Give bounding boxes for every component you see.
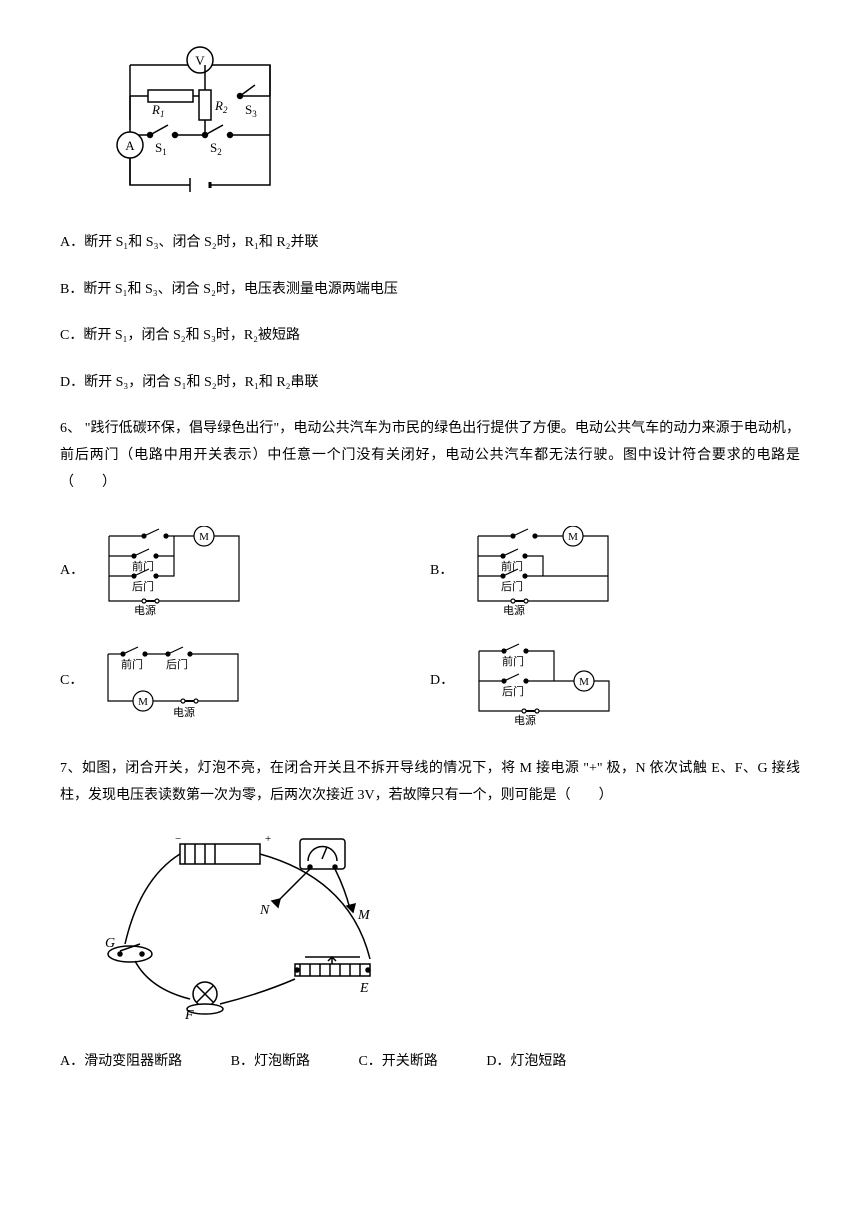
- q7-option-b: B．灯泡断路: [231, 1049, 310, 1076]
- q7-option-a: A．滑动变阻器断路: [60, 1049, 182, 1076]
- svg-text:S3: S3: [245, 102, 257, 119]
- circuit-svg: V R1 R2 S3 S1: [100, 40, 300, 210]
- q7-circuit-diagram: − + N M G: [100, 829, 400, 1029]
- q6-option-a: A． M 前门 后门: [60, 526, 430, 616]
- svg-text:M: M: [199, 531, 209, 543]
- svg-text:电源: 电源: [173, 705, 195, 719]
- q5-option-b: B．断开 S₁和 S₃、闭合 S₂时，电压表测量电源两端电压: [60, 277, 800, 304]
- q5-circuit-diagram: V R1 R2 S3 S1: [100, 40, 300, 210]
- q7-option-c: C．开关断路: [358, 1049, 437, 1076]
- svg-text:M: M: [138, 696, 148, 708]
- svg-text:后门: 后门: [501, 579, 523, 593]
- q7-option-d: D．灯泡短路: [486, 1049, 566, 1076]
- svg-text:后门: 后门: [166, 657, 188, 671]
- svg-text:S2: S2: [210, 140, 222, 157]
- q6-option-d: D． 前门 后门 M 电源: [430, 636, 800, 726]
- option-b-letter: B．: [430, 558, 453, 585]
- svg-text:前门: 前门: [502, 654, 524, 668]
- q7-svg: − + N M G: [100, 829, 400, 1029]
- q5-option-c: C．断开 S₁，闭合 S₂和 S₃时，R₂被短路: [60, 323, 800, 350]
- svg-text:S1: S1: [155, 140, 167, 157]
- q7-text: 7、如图，闭合开关，灯泡不亮，在闭合开关且不拆开导线的情况下，将 M 接电源 "…: [60, 756, 800, 809]
- svg-text:后门: 后门: [502, 684, 524, 698]
- svg-text:电源: 电源: [503, 603, 525, 616]
- svg-text:电源: 电源: [514, 713, 536, 726]
- option-a-letter: A．: [60, 558, 84, 585]
- svg-text:N: N: [259, 903, 270, 918]
- svg-text:后门: 后门: [132, 579, 154, 593]
- q6-option-c: C． 前门 后门 M 电源: [60, 636, 430, 726]
- q7-options: A．滑动变阻器断路 B．灯泡断路 C．开关断路 D．灯泡短路: [60, 1049, 800, 1076]
- svg-text:前门: 前门: [121, 657, 143, 671]
- svg-text:F: F: [184, 1008, 194, 1023]
- option-c-letter: C．: [60, 668, 83, 695]
- q5-option-d: D．断开 S₃，闭合 S₁和 S₂时，R₁和 R₂串联: [60, 370, 800, 397]
- circuit-d-svg: 前门 后门 M 电源: [464, 636, 624, 726]
- svg-text:+: +: [265, 833, 271, 845]
- svg-text:M: M: [568, 531, 578, 543]
- svg-text:M: M: [357, 908, 371, 923]
- svg-text:R2: R2: [214, 98, 228, 115]
- q6-text: 6、 "践行低碳环保，倡导绿色出行"，电动公共汽车为市民的绿色出行提供了方便。电…: [60, 416, 800, 496]
- option-d-letter: D．: [430, 668, 454, 695]
- svg-text:M: M: [579, 676, 589, 688]
- q6-options: A． M 前门 后门: [60, 516, 800, 736]
- q5-option-a: A．断开 S₁和 S₃、闭合 S₂时，R₁和 R₂并联: [60, 230, 800, 257]
- svg-text:E: E: [359, 981, 369, 996]
- circuit-a-svg: M 前门 后门 电源: [94, 526, 254, 616]
- svg-text:V: V: [195, 53, 205, 68]
- svg-text:A: A: [125, 138, 135, 153]
- svg-text:前门: 前门: [501, 559, 523, 573]
- svg-text:R1: R1: [151, 102, 164, 119]
- circuit-b-svg: M 前门 后门 电源: [463, 526, 623, 616]
- svg-text:G: G: [105, 936, 115, 951]
- q6-option-b: B． M 前门 后门: [430, 526, 800, 616]
- svg-text:−: −: [175, 833, 181, 845]
- svg-text:电源: 电源: [134, 603, 156, 616]
- svg-text:前门: 前门: [132, 559, 154, 573]
- circuit-c-svg: 前门 后门 M 电源: [93, 636, 253, 726]
